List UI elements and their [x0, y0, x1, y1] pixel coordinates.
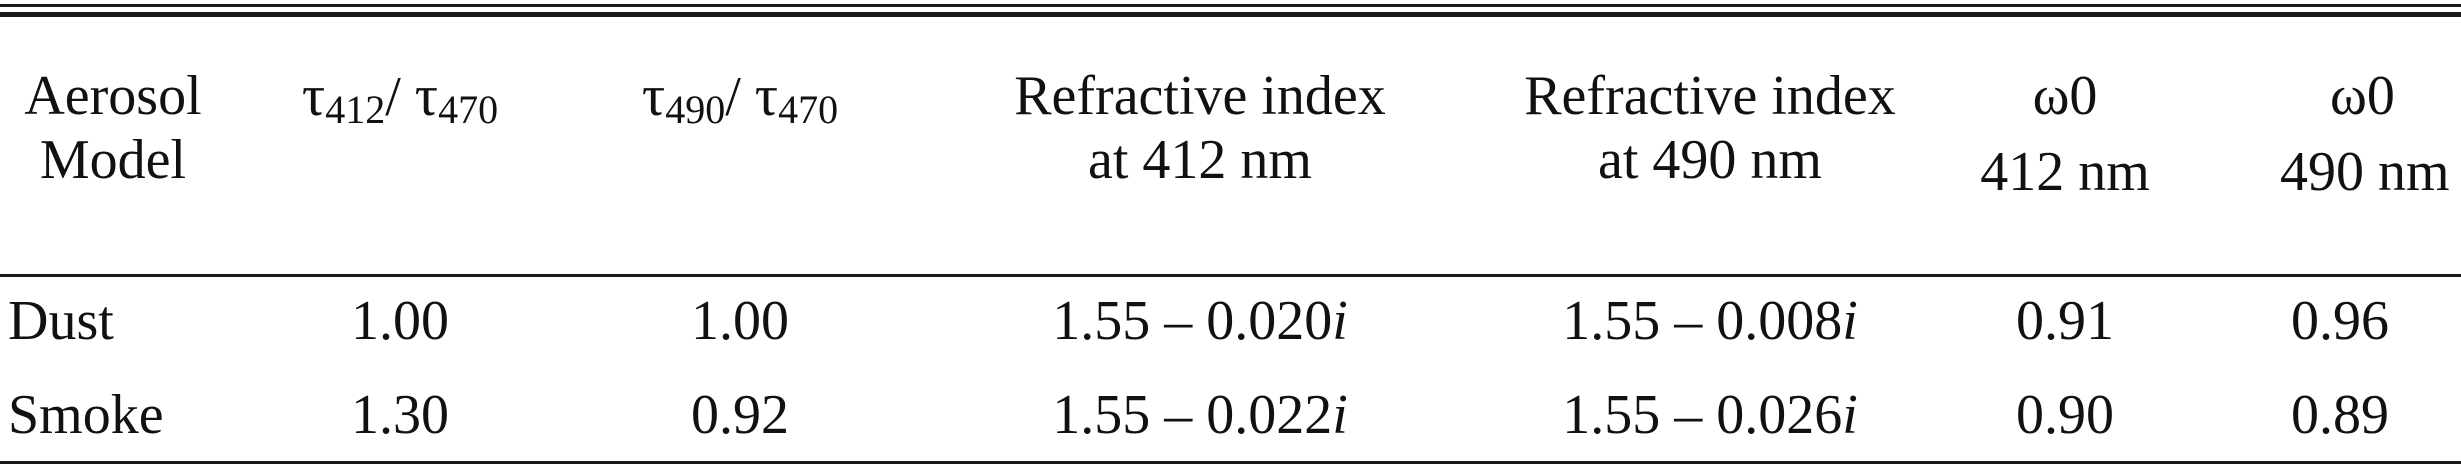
header-refractive-index-412: Refractive index at 412 nm	[940, 64, 1460, 192]
header-albedo-412: ω0 412 nm	[1960, 64, 2170, 204]
table-row-dust-w490: 0.96	[2291, 290, 2389, 352]
header-refractive-index-490: Refractive index at 490 nm	[1450, 64, 1970, 192]
dust-ri412-imag: i	[1332, 290, 1348, 352]
header-w490-line2: 490 nm	[2280, 141, 2450, 203]
header-w412-line2: 412 nm	[1980, 141, 2150, 203]
dust-ri490-imag: i	[1842, 290, 1858, 352]
header-tau490-symbol2: τ	[754, 63, 779, 128]
header-rule	[0, 274, 2461, 277]
header-w412-line1: ω0	[2032, 65, 2098, 127]
header-tau490-subscript2: 470	[778, 87, 839, 132]
table-row-smoke-tau412: 1.30	[351, 384, 449, 446]
smoke-ri490-real: 1.55 – 0.026	[1562, 384, 1843, 446]
header-tau490-symbol: τ	[641, 63, 666, 128]
header-ri412-line1: Refractive index	[1014, 65, 1386, 127]
header-aerosol-model-line1: Aerosol	[24, 65, 202, 127]
dust-ri412-real: 1.55 – 0.020	[1052, 290, 1333, 352]
table-row-smoke-model: Smoke	[8, 384, 164, 446]
header-aerosol-model-line2: Model	[39, 129, 187, 191]
table-row-smoke-tau490: 0.92	[691, 384, 789, 446]
header-ri412-line2: at 412 nm	[1088, 129, 1312, 191]
header-tau412-subscript: 412	[325, 87, 386, 132]
header-tau412-subscript2: 470	[438, 87, 499, 132]
table-row-dust-w412: 0.91	[2016, 290, 2114, 352]
table-row-dust-tau490: 1.00	[691, 290, 789, 352]
header-tau412-symbol2: τ	[414, 63, 439, 128]
bottom-rule	[0, 461, 2461, 464]
header-tau490-subscript: 490	[665, 87, 726, 132]
table-row-dust-ri412: 1.55 – 0.020i	[940, 289, 1460, 353]
header-tau490-ratio: τ490/ τ470	[590, 64, 890, 142]
header-w490-line1: ω0	[2330, 65, 2395, 127]
table-row-dust-tau412: 1.00	[351, 290, 449, 352]
smoke-ri412-real: 1.55 – 0.022	[1052, 384, 1333, 446]
table-row-smoke-ri412: 1.55 – 0.022i	[940, 383, 1460, 447]
table-row-smoke-w412: 0.90	[2016, 384, 2114, 446]
top-rule-thin	[0, 4, 2461, 7]
header-albedo-490: ω0 490 nm	[2220, 64, 2460, 204]
header-ri490-line1: Refractive index	[1524, 65, 1896, 127]
table-row-smoke-w490: 0.89	[2291, 384, 2389, 446]
header-ri490-line2: at 490 nm	[1598, 129, 1822, 191]
table-row-dust-model: Dust	[8, 290, 114, 352]
dust-ri490-real: 1.55 – 0.008	[1562, 290, 1843, 352]
table-row-dust-ri490: 1.55 – 0.008i	[1450, 289, 1970, 353]
smoke-ri490-imag: i	[1842, 384, 1858, 446]
header-tau412-symbol: τ	[301, 63, 326, 128]
table-row-smoke-ri490: 1.55 – 0.026i	[1450, 383, 1970, 447]
header-aerosol-model: Aerosol Model	[0, 64, 218, 192]
smoke-ri412-imag: i	[1332, 384, 1348, 446]
header-tau412-separator: /	[385, 66, 415, 128]
header-tau490-separator: /	[725, 66, 755, 128]
top-rule-thick	[0, 12, 2461, 17]
header-tau412-ratio: τ412/ τ470	[250, 64, 550, 142]
